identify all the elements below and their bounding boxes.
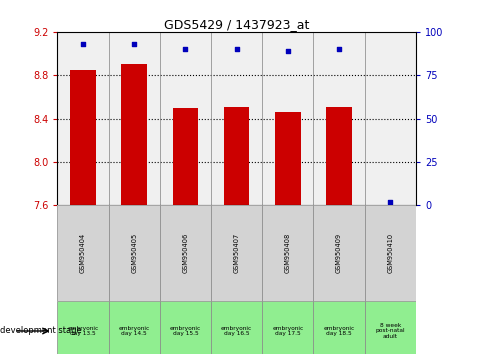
Text: embryonic
day 13.5: embryonic day 13.5 — [67, 326, 98, 336]
Text: embryonic
day 18.5: embryonic day 18.5 — [324, 326, 355, 336]
Point — [182, 46, 189, 52]
Bar — [262, 301, 314, 354]
Point — [79, 41, 87, 47]
Bar — [70, 70, 96, 205]
Bar — [211, 205, 262, 301]
Bar — [57, 301, 109, 354]
Text: development stage: development stage — [0, 326, 82, 336]
Bar — [275, 112, 301, 205]
Text: 8 week
post-natal
adult: 8 week post-natal adult — [375, 323, 405, 339]
Bar — [57, 205, 109, 301]
Text: embryonic
day 17.5: embryonic day 17.5 — [272, 326, 304, 336]
Bar — [173, 108, 198, 205]
Point — [386, 199, 394, 205]
Bar — [121, 64, 147, 205]
Bar — [109, 205, 160, 301]
Text: GSM950406: GSM950406 — [183, 233, 188, 273]
Point — [130, 41, 138, 47]
Bar — [160, 301, 211, 354]
Bar — [262, 205, 314, 301]
Bar — [326, 107, 352, 205]
Text: GSM950405: GSM950405 — [131, 233, 137, 273]
Text: embryonic
day 15.5: embryonic day 15.5 — [170, 326, 201, 336]
Text: GSM950409: GSM950409 — [336, 233, 342, 273]
Bar — [314, 301, 365, 354]
Point — [335, 46, 343, 52]
Text: GSM950407: GSM950407 — [234, 233, 239, 273]
Point — [284, 48, 292, 54]
Bar — [160, 205, 211, 301]
Text: embryonic
day 14.5: embryonic day 14.5 — [119, 326, 150, 336]
Text: GSM950404: GSM950404 — [80, 233, 86, 273]
Bar — [109, 301, 160, 354]
Bar — [365, 301, 416, 354]
Text: GSM950410: GSM950410 — [387, 233, 393, 273]
Bar — [224, 107, 250, 205]
Bar — [211, 301, 262, 354]
Bar — [365, 205, 416, 301]
Title: GDS5429 / 1437923_at: GDS5429 / 1437923_at — [164, 18, 309, 31]
Bar — [314, 205, 365, 301]
Text: embryonic
day 16.5: embryonic day 16.5 — [221, 326, 252, 336]
Point — [233, 46, 240, 52]
Text: GSM950408: GSM950408 — [285, 233, 291, 273]
